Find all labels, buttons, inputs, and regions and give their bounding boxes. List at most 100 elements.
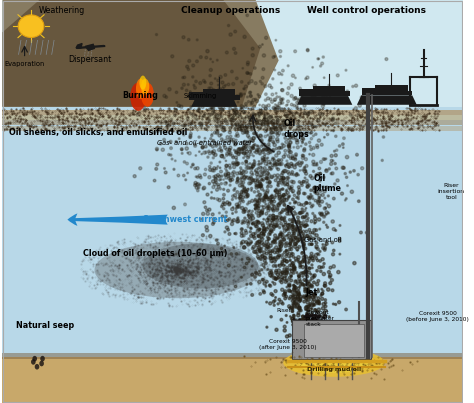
- Point: [260, 228, 268, 235]
- Point: [258, 120, 266, 127]
- Point: [313, 190, 321, 196]
- Point: [218, 173, 226, 179]
- Point: [256, 179, 264, 185]
- Point: [261, 254, 268, 261]
- Point: [297, 297, 304, 303]
- Point: [249, 215, 257, 221]
- Point: [259, 276, 266, 283]
- Point: [183, 145, 191, 152]
- Point: [252, 221, 259, 228]
- Point: [316, 178, 324, 184]
- Point: [243, 124, 250, 131]
- Point: [300, 319, 308, 326]
- Point: [299, 209, 307, 215]
- Point: [307, 339, 315, 346]
- Point: [285, 287, 293, 293]
- Point: [246, 144, 254, 151]
- Point: [286, 274, 293, 281]
- Point: [284, 169, 292, 175]
- Point: [286, 234, 294, 241]
- Point: [325, 349, 332, 355]
- Point: [284, 98, 292, 104]
- Point: [250, 142, 257, 149]
- Point: [223, 168, 230, 174]
- Point: [209, 221, 217, 227]
- Point: [218, 106, 226, 112]
- Point: [309, 93, 316, 100]
- Point: [246, 199, 253, 206]
- Point: [321, 247, 328, 253]
- Point: [309, 255, 316, 262]
- Point: [259, 253, 266, 259]
- Point: [311, 213, 319, 219]
- Point: [315, 216, 323, 223]
- Point: [254, 227, 262, 234]
- Point: [265, 143, 273, 150]
- Point: [204, 191, 211, 198]
- Ellipse shape: [141, 83, 154, 107]
- Point: [194, 108, 201, 114]
- Point: [266, 229, 274, 236]
- Circle shape: [18, 15, 44, 37]
- Point: [254, 133, 261, 139]
- Point: [311, 340, 319, 346]
- Point: [260, 118, 267, 125]
- Point: [234, 214, 242, 221]
- Point: [292, 156, 299, 163]
- Point: [290, 230, 298, 236]
- Point: [253, 223, 261, 230]
- Point: [319, 346, 327, 352]
- Point: [306, 339, 313, 346]
- Point: [272, 108, 279, 114]
- Point: [282, 241, 289, 247]
- Point: [322, 351, 329, 357]
- Point: [304, 74, 311, 81]
- Point: [270, 147, 277, 153]
- Point: [285, 143, 293, 150]
- Point: [218, 114, 226, 120]
- Point: [211, 115, 219, 121]
- Point: [210, 148, 218, 154]
- Ellipse shape: [300, 357, 368, 373]
- Point: [246, 135, 253, 141]
- Point: [310, 351, 318, 357]
- Point: [246, 241, 254, 247]
- Point: [223, 162, 230, 169]
- Point: [247, 71, 255, 77]
- Point: [263, 278, 271, 285]
- Point: [299, 206, 306, 212]
- Point: [274, 172, 282, 179]
- Point: [233, 106, 240, 112]
- Point: [228, 196, 236, 203]
- Point: [203, 227, 211, 234]
- Point: [300, 350, 308, 356]
- Point: [264, 167, 271, 174]
- Point: [248, 185, 255, 191]
- Ellipse shape: [94, 242, 260, 298]
- Point: [299, 233, 306, 239]
- Point: [228, 251, 235, 257]
- Point: [237, 127, 245, 133]
- Point: [219, 79, 226, 86]
- Point: [281, 257, 288, 264]
- Point: [278, 107, 286, 113]
- Point: [204, 97, 212, 103]
- Point: [280, 179, 288, 186]
- Point: [305, 280, 312, 286]
- Point: [297, 114, 304, 120]
- Point: [283, 188, 290, 194]
- Point: [296, 292, 303, 299]
- Point: [290, 263, 298, 270]
- Point: [270, 246, 278, 252]
- Point: [236, 123, 243, 130]
- Point: [273, 152, 280, 159]
- Point: [283, 247, 290, 254]
- Point: [307, 143, 314, 150]
- Point: [279, 235, 286, 241]
- Point: [304, 320, 312, 326]
- Point: [215, 123, 222, 129]
- Point: [288, 289, 296, 295]
- Point: [312, 349, 319, 356]
- Point: [278, 145, 285, 151]
- Point: [292, 227, 300, 234]
